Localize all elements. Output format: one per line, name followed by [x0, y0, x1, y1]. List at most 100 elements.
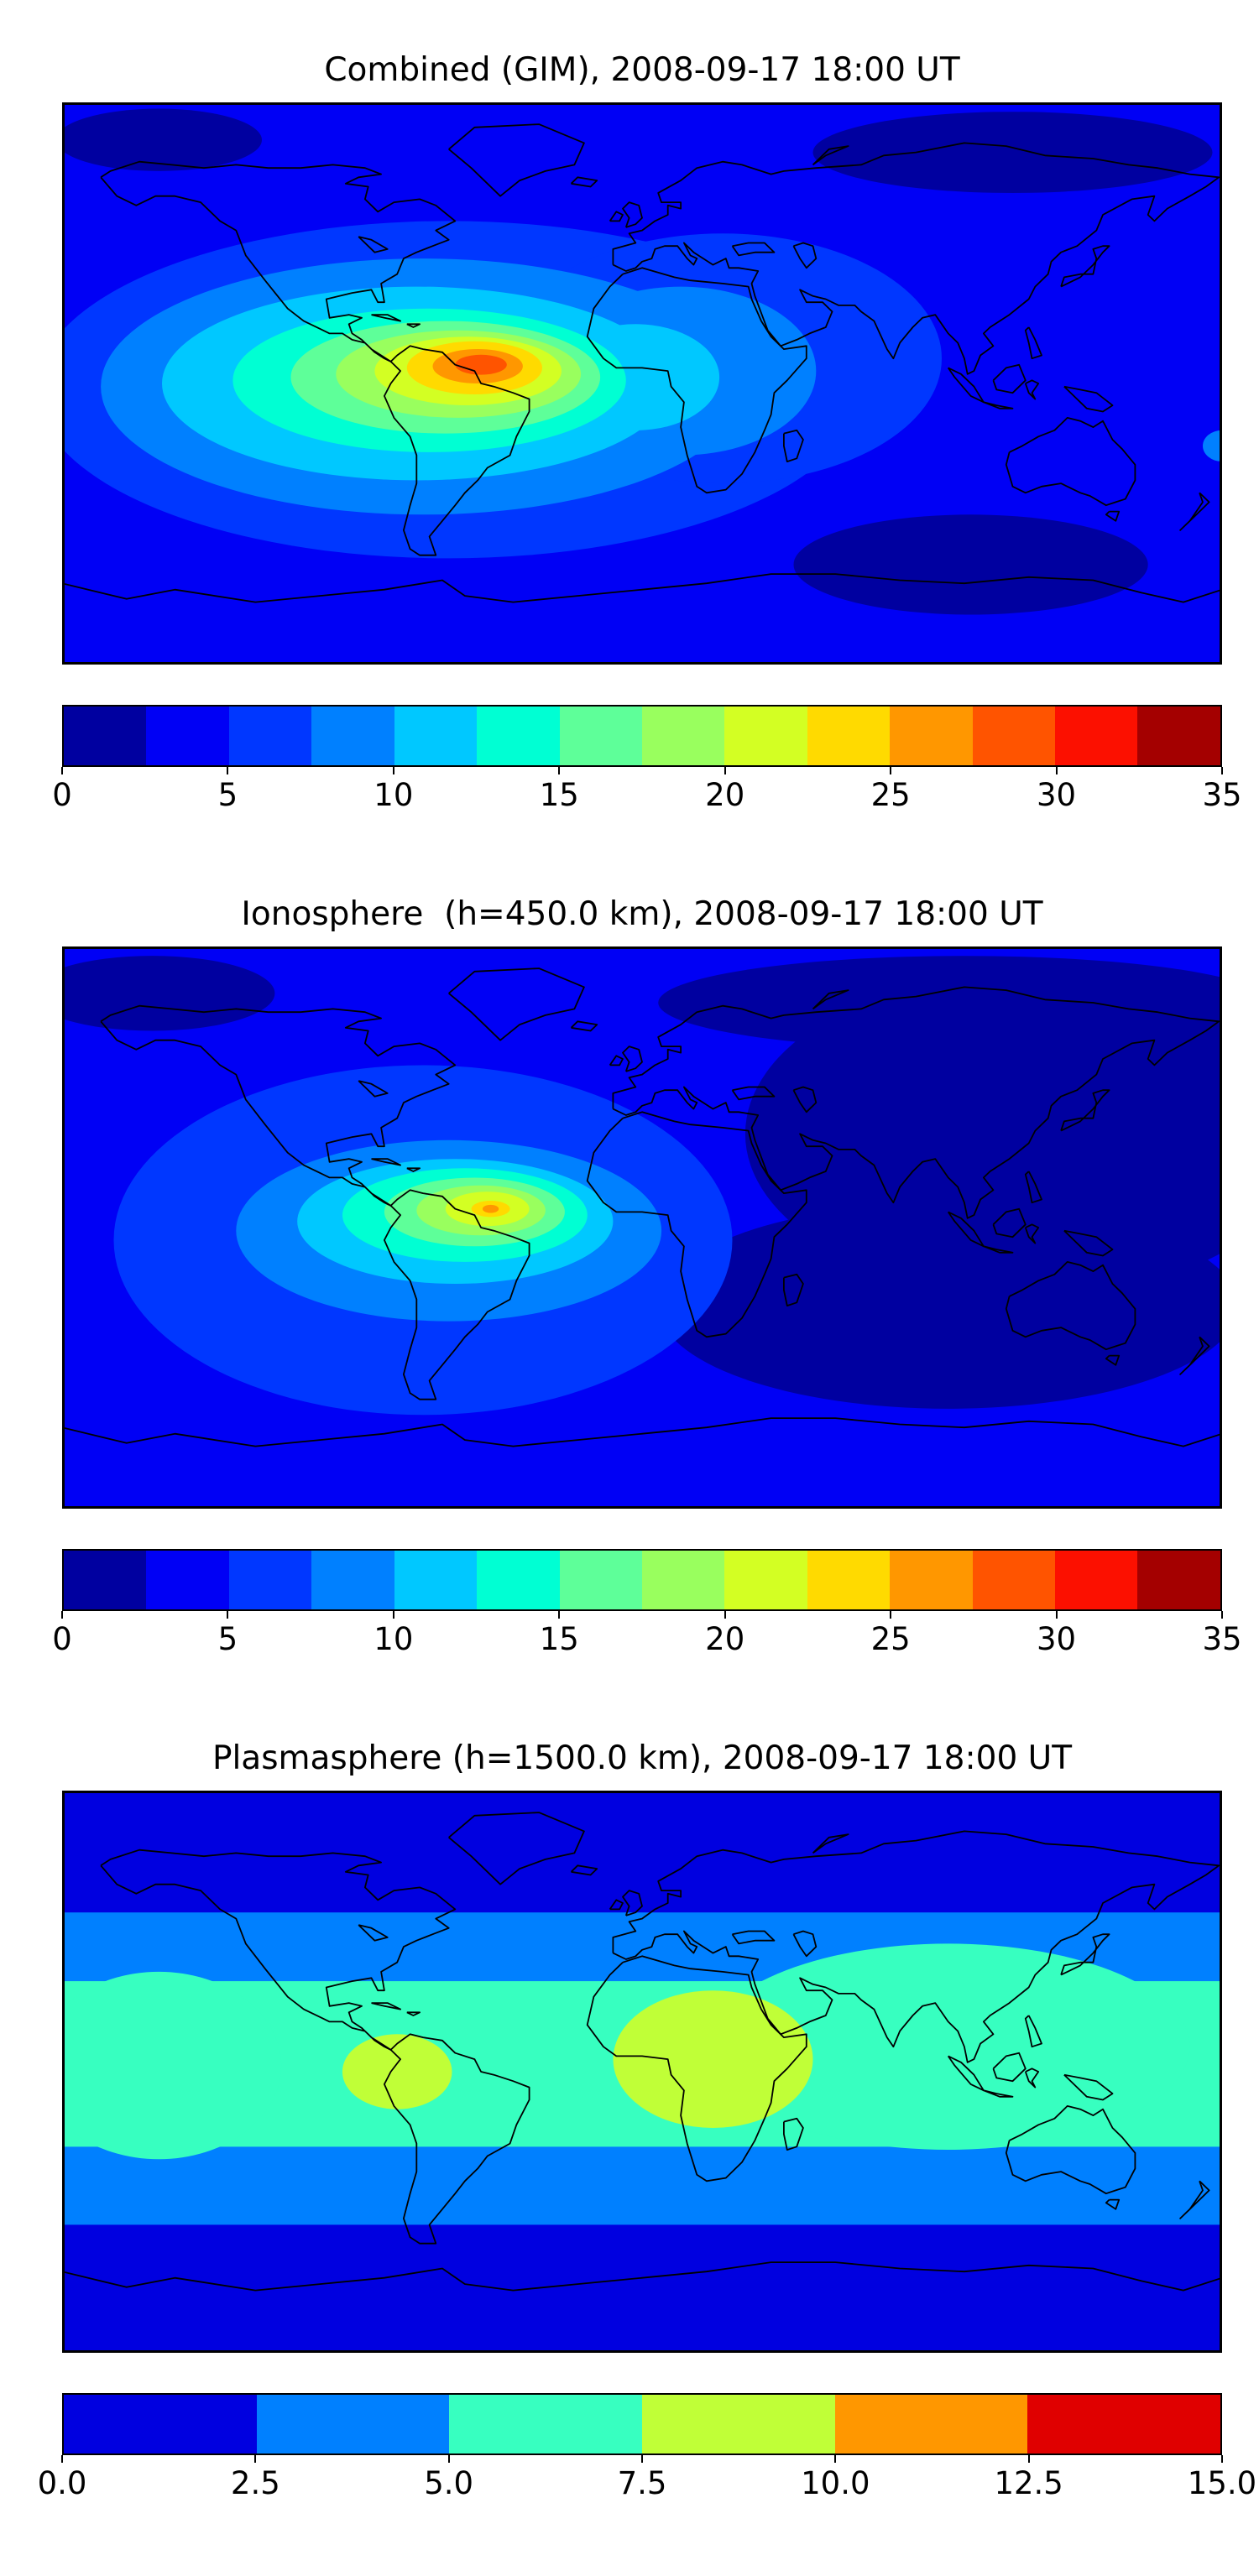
colorbar-tick-label: 30 [1037, 777, 1077, 813]
coastlines [62, 967, 1222, 1447]
colorbar-segment [146, 707, 229, 765]
colorbar-plasmasphere [62, 2393, 1222, 2455]
colorbar-tick-label: 35 [1202, 1621, 1242, 1657]
colorbar-tickmark [61, 1611, 63, 1619]
colorbar-tickmark [724, 1611, 726, 1619]
colorbar-segment [724, 707, 807, 765]
colorbar-tick-label: 5 [217, 777, 238, 813]
colorbar-tickmark [641, 2455, 643, 2463]
colorbar-tickmark [392, 767, 394, 774]
contour-level [483, 1204, 499, 1213]
colorbar-segment [642, 2395, 835, 2453]
colorbar-segment [1137, 1551, 1220, 1609]
colorbar-segment [477, 1551, 560, 1609]
colorbar-tick-label: 0.0 [37, 2465, 87, 2501]
contour-level [812, 112, 1213, 193]
world-map-combined-gim [62, 102, 1222, 665]
colorbar-tickmark [227, 1611, 229, 1619]
colorbar-tick-label: 15 [539, 1621, 579, 1657]
panel-title: Combined (GIM), 2008-09-17 18:00 UT [324, 51, 960, 89]
contour-fill [62, 102, 1222, 665]
colorbar-segment [559, 707, 642, 765]
colorbar-tick-label: 30 [1037, 1621, 1077, 1657]
colorbar-segment [724, 1551, 807, 1609]
colorbar-segment [890, 1551, 973, 1609]
panel-title: Ionosphere (h=450.0 km), 2008-09-17 18:0… [241, 895, 1043, 933]
colorbar-segment [807, 1551, 891, 1609]
coastlines [62, 123, 1222, 603]
colorbar-segment [972, 707, 1056, 765]
panel-plasmasphere: Plasmasphere (h=1500.0 km), 2008-09-17 1… [38, 1737, 1257, 2576]
colorbar-tickmark [447, 2455, 450, 2463]
colorbar-tickmark [61, 2455, 63, 2463]
contour-level [1203, 430, 1222, 461]
colorbar-segment [311, 707, 394, 765]
colorbar-tickmark [254, 2455, 257, 2463]
contour-fill [62, 1791, 1222, 2353]
colorbar-segment [394, 1551, 478, 1609]
colorbar-tick-label: 12.5 [994, 2465, 1063, 2501]
colorbar-tick-label: 15 [539, 777, 579, 813]
colorbar-tick-label: 5.0 [424, 2465, 474, 2501]
panel-title: Plasmasphere (h=1500.0 km), 2008-09-17 1… [212, 1739, 1073, 1777]
contour-level [62, 1971, 282, 2160]
colorbar-tickmark [558, 767, 561, 774]
colorbar-segment [311, 1551, 394, 1609]
colorbar-tick-label: 25 [870, 777, 911, 813]
colorbar-segment [228, 707, 312, 765]
panel-combined-gim: Combined (GIM), 2008-09-17 18:00 UT 0 5 10… [52, 49, 1242, 888]
colorbar-tickmark [890, 1611, 892, 1619]
contour-fill [62, 946, 1222, 1509]
colorbar-tickmark [227, 767, 229, 774]
colorbar-segment [1027, 2395, 1221, 2453]
colorbar-ticks-ionosphere: 0 5 10 15 20 25 30 35 [52, 1611, 1242, 1670]
colorbar-tickmark [1221, 767, 1223, 774]
colorbar-segment [228, 1551, 312, 1609]
world-map-ionosphere [62, 946, 1222, 1509]
contour-level [658, 956, 1222, 1050]
colorbar-tick-label: 10 [374, 777, 414, 813]
contour-level [62, 108, 262, 171]
contour-level [455, 354, 507, 375]
colorbar-tickmark [558, 1611, 561, 1619]
colorbar-segment [972, 1551, 1056, 1609]
colorbar-segment [890, 707, 973, 765]
colorbar-tick-label: 10.0 [801, 2465, 870, 2501]
coastlines [62, 1812, 1222, 2292]
colorbar-tick-label: 7.5 [617, 2465, 667, 2501]
colorbar-tick-label: 20 [705, 777, 745, 813]
colorbar-segment [834, 2395, 1028, 2453]
colorbar-segment [807, 707, 891, 765]
contour-level [613, 1990, 813, 2128]
colorbar-tick-label: 25 [870, 1621, 911, 1657]
world-map-plasmasphere [62, 1791, 1222, 2353]
colorbar-segment [146, 1551, 229, 1609]
colorbar-tick-label: 5 [217, 1621, 238, 1657]
map-border [62, 946, 1222, 1509]
colorbar-tickmark [890, 767, 892, 774]
colorbar-segment [64, 2395, 257, 2453]
contour-level [62, 956, 275, 1031]
panel-ionosphere: Ionosphere (h=450.0 km), 2008-09-17 18:0… [52, 893, 1242, 1732]
colorbar-tickmark [1221, 2455, 1223, 2463]
contour-level [658, 1202, 1222, 1409]
colorbar-ticks-plasmasphere: 0.0 2.5 5.0 7.5 10.0 12.5 15.0 [38, 2455, 1256, 2514]
colorbar-tick-label: 20 [705, 1621, 745, 1657]
colorbar-tick-label: 0 [52, 777, 72, 813]
colorbar-tickmark [724, 767, 726, 774]
colorbar-segment [559, 1551, 642, 1609]
colorbar-tick-label: 0 [52, 1621, 72, 1657]
colorbar-tickmark [1055, 1611, 1058, 1619]
colorbar-tickmark [1221, 1611, 1223, 1619]
colorbar-segment [641, 707, 725, 765]
contour-level [342, 2034, 452, 2109]
colorbar-ticks-combined-gim: 0 5 10 15 20 25 30 35 [52, 767, 1242, 826]
colorbar-tickmark [392, 1611, 394, 1619]
colorbar-segment [64, 707, 147, 765]
colorbar-segment [449, 2395, 643, 2453]
colorbar-segment [394, 707, 478, 765]
colorbar-tick-label: 15.0 [1187, 2465, 1257, 2501]
colorbar-tickmark [61, 767, 63, 774]
contour-level [793, 514, 1148, 615]
colorbar-tick-label: 2.5 [230, 2465, 280, 2501]
